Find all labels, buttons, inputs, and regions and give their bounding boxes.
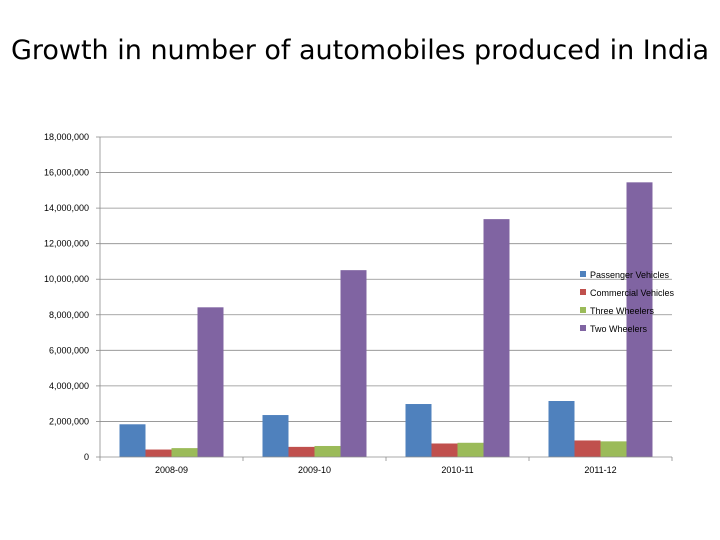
bar [262,415,289,457]
legend: Passenger Vehicles Commercial Vehicles Thr… [580,270,675,334]
x-tick-label: 2010-11 [441,465,473,475]
y-tick-label: 4,000,000 [49,381,89,391]
legend-swatch [580,325,586,331]
legend-label: Commercial Vehicles [590,288,675,298]
bar [340,270,367,457]
x-tick-label: 2009-10 [298,465,331,475]
bar [288,446,315,457]
y-tick-label: 6,000,000 [49,345,89,355]
axes [99,137,672,458]
bar [145,449,172,457]
y-tick-label: 14,000,000 [44,203,89,213]
bar [600,441,627,457]
bar [119,424,146,457]
bars [119,182,653,458]
bar [574,440,601,457]
legend-swatch [580,307,586,313]
y-tick-label: 8,000,000 [49,310,89,320]
bar [457,442,484,457]
bar [431,443,458,457]
y-tick-label: 18,000,000 [44,132,89,142]
bar [405,404,432,457]
legend-label: Three Wheelers [590,306,655,316]
bar [171,448,198,457]
legend-swatch [580,271,586,277]
bar [483,219,510,457]
legend-label: Passenger Vehicles [590,270,670,280]
y-tick-label: 2,000,000 [49,416,89,426]
y-tick-label: 16,000,000 [44,168,89,178]
bar [314,445,341,457]
gridlines [100,136,672,422]
y-tick-label: 12,000,000 [44,239,89,249]
bar [626,182,653,458]
y-tick-label: 0 [84,452,89,462]
x-tick-label: 2011-12 [584,465,616,475]
y-tick-label: 10,000,000 [44,274,89,284]
bar [548,401,575,457]
x-tick-label: 2008-09 [155,465,188,475]
x-axis-ticks: 2008-09 2009-10 2010-11 2011-12 [99,457,673,475]
legend-swatch [580,289,586,295]
y-axis-ticks: 0 2,000,000 4,000,000 6,000,000 8,000,000 10,… [44,132,100,462]
legend-label: Two Wheelers [590,324,648,334]
bar [197,307,224,457]
chart-title: Growth in number of automobiles produced… [10,35,710,66]
